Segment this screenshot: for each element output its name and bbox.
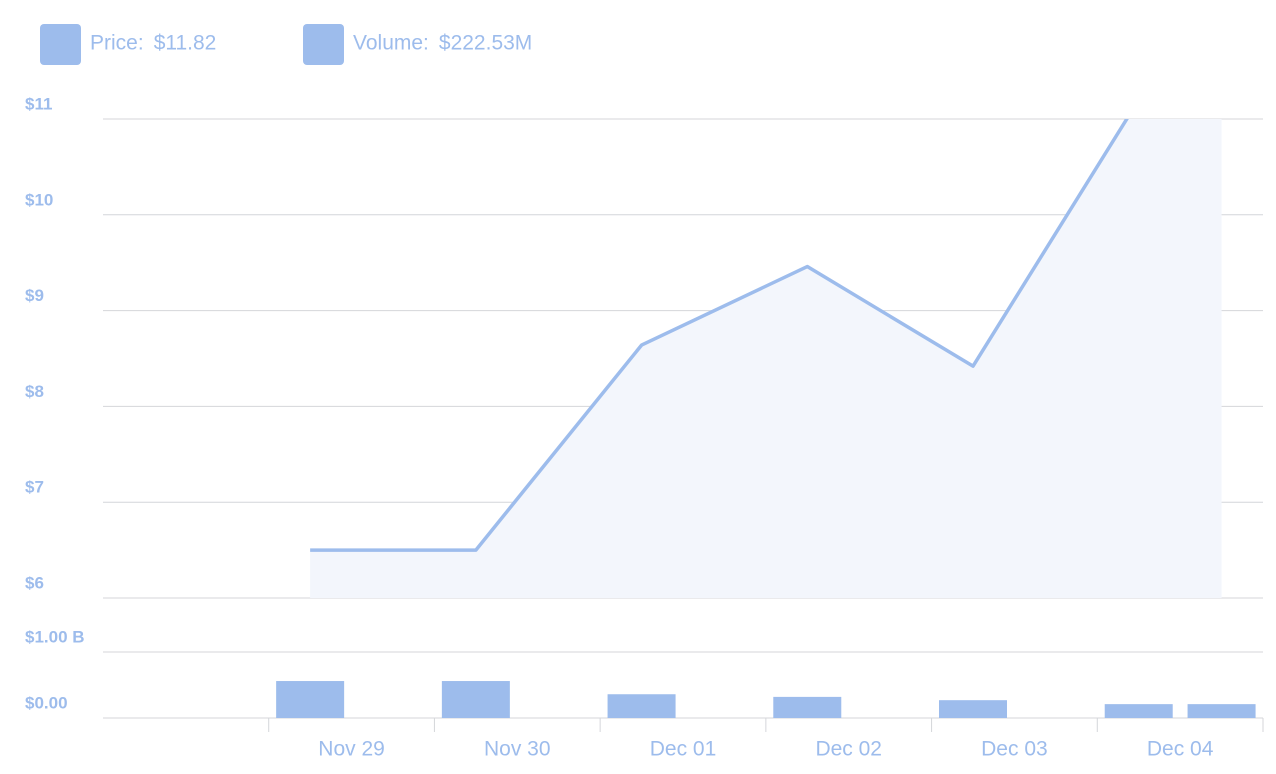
y-tick-label: $7 xyxy=(25,478,44,497)
volume-bar xyxy=(773,696,842,718)
y-tick-label: $6 xyxy=(25,573,44,592)
x-tick-label: Nov 30 xyxy=(484,738,551,761)
volume-bar xyxy=(607,694,676,718)
y-tick-label: $11 xyxy=(25,94,52,113)
legend-value: $11.82 xyxy=(154,32,217,55)
y-tick-label: $0.00 xyxy=(25,693,68,712)
x-tick-label: Nov 29 xyxy=(318,738,385,761)
volume-bar xyxy=(441,681,510,718)
legend-item: Volume: $222.53M xyxy=(303,24,532,65)
y-tick-label: $9 xyxy=(25,286,44,305)
x-tick-label: Dec 02 xyxy=(815,738,882,761)
y-tick-label: $1.00 B xyxy=(25,627,85,646)
legend-label: Volume: xyxy=(353,32,429,55)
volume-bar xyxy=(1104,704,1173,718)
price-line xyxy=(310,119,1129,552)
legend-value: $222.53M xyxy=(439,32,532,55)
legend-item: Price: $11.82 xyxy=(40,24,216,65)
y-tick-label: $8 xyxy=(25,382,44,401)
price-area xyxy=(310,119,1222,598)
legend-swatch xyxy=(40,24,81,65)
x-tick-label: Dec 04 xyxy=(1147,738,1214,761)
volume-bar xyxy=(276,681,345,718)
legend-swatch xyxy=(303,24,344,65)
volume-bar xyxy=(939,700,1007,718)
y-tick-label: $10 xyxy=(25,190,53,209)
x-tick-label: Dec 03 xyxy=(981,738,1048,761)
volume-bar xyxy=(1187,704,1256,718)
x-tick-label: Dec 01 xyxy=(650,738,717,761)
legend-label: Price: xyxy=(90,32,144,55)
price-series xyxy=(310,119,1222,598)
